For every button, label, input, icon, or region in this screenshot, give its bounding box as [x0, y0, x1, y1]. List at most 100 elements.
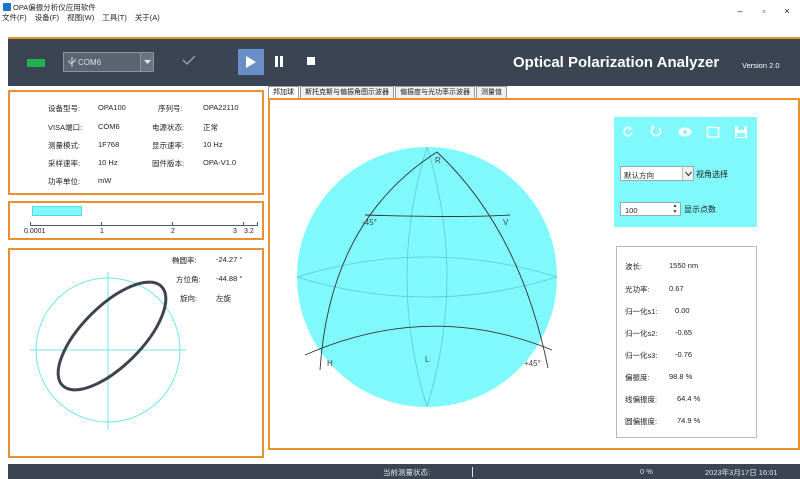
progress-percent: 0 %: [640, 467, 653, 476]
menu-bar: 文件(F) 设备(F) 视图(W) 工具(T) 关于(A): [2, 12, 160, 23]
ellipticity-label: 椭圆率:: [172, 256, 197, 265]
axis-tick-label: 0.0001: [24, 228, 46, 235]
measure-status-label: 当前测量状态:: [383, 468, 431, 477]
tab-poincare-sphere[interactable]: 邦加球: [268, 86, 299, 99]
equator-front: [296, 276, 558, 298]
check-icon[interactable]: [182, 53, 196, 67]
points-label: 显示点数: [684, 205, 716, 214]
result-label: 偏振度:: [625, 373, 650, 382]
trajectory-arc: [304, 325, 553, 356]
result-value: 98.8 %: [669, 372, 693, 381]
result-label: 归一化s3:: [625, 351, 658, 360]
info-label: 功率单位:: [48, 177, 81, 186]
equator-back: [296, 256, 558, 278]
menu-device[interactable]: 设备(F): [34, 13, 60, 22]
power-level-bar: [32, 206, 82, 216]
view-direction-label: 视角选择: [696, 170, 728, 179]
info-label: 采样速率:: [48, 159, 81, 168]
menu-about[interactable]: 关于(A): [134, 13, 160, 22]
polarization-ellipse: [56, 280, 168, 392]
info-label: 测量模式:: [48, 141, 81, 150]
port-value: COM6: [78, 58, 102, 67]
port-select[interactable]: COM6: [63, 52, 154, 72]
poincare-sphere[interactable]: R -45° V H L +45°: [270, 100, 798, 448]
eye-icon[interactable]: [678, 125, 692, 139]
info-value: 1F768: [98, 140, 120, 149]
info-value: COM6: [98, 122, 120, 131]
info-label: 设备型号:: [48, 104, 81, 113]
result-value: 0.67: [669, 284, 684, 293]
result-label: 归一化s2:: [625, 329, 658, 338]
sphere-label-upper-right: V: [503, 218, 509, 227]
play-button[interactable]: [238, 49, 264, 75]
points-spinbox[interactable]: 100 ▲ ▼: [620, 202, 681, 216]
menu-view[interactable]: 视图(W): [67, 13, 95, 22]
save-icon[interactable]: [734, 125, 748, 139]
axis-tick: [257, 222, 258, 226]
chevron-down-icon[interactable]: [682, 167, 693, 180]
view-direction-select[interactable]: 默认方向: [620, 166, 694, 181]
window-title: OPA偏振分析仪应用软件: [13, 3, 96, 12]
azimuth-value: -44.88 °: [216, 274, 243, 283]
points-value: 100: [625, 206, 638, 215]
sphere-label-upper-left: -45°: [362, 218, 377, 227]
axis-tick: [101, 222, 102, 226]
stop-button[interactable]: [307, 57, 315, 65]
ellipticity-value: -24.27 °: [216, 255, 243, 264]
status-bar: 当前测量状态: 0 % 2023年3月17日 16:01: [8, 464, 800, 479]
info-value: OPA22110: [203, 103, 239, 112]
power-range-panel: 0.0001 1 2 3 3.2: [8, 201, 264, 240]
info-label: 序列号:: [158, 104, 183, 113]
refresh-icon[interactable]: [621, 125, 635, 139]
power-axis: [30, 225, 258, 226]
tab-dop-power-scope[interactable]: 偏振度与光功率示波器: [395, 86, 475, 99]
handedness-label: 旋向:: [180, 294, 198, 303]
maximize-button[interactable]: ▫: [762, 6, 766, 16]
pause-button[interactable]: [274, 56, 284, 67]
status-datetime: 2023年3月17日 16:01: [705, 468, 778, 477]
info-value: 10 Hz: [98, 158, 118, 167]
status-divider: [472, 467, 473, 477]
result-label: 光功率:: [625, 285, 650, 294]
close-button[interactable]: ×: [784, 6, 790, 16]
result-value: -0.65: [675, 328, 693, 337]
chevron-down-icon[interactable]: [140, 53, 153, 71]
menu-tools[interactable]: 工具(T): [102, 13, 127, 22]
main-tab-area: 邦加球 斯托克斯与偏振角图示波器 偏振度与光功率示波器 测量值 R -45° V…: [265, 86, 800, 456]
folder-icon[interactable]: [706, 125, 720, 139]
info-value: 10 Hz: [203, 140, 223, 149]
sphere-label-lower-right: +45°: [524, 359, 541, 368]
connection-led: [27, 59, 45, 67]
spin-arrows-icon[interactable]: ▲ ▼: [672, 203, 678, 215]
rotate-icon[interactable]: [649, 125, 663, 139]
sphere-body: [297, 147, 557, 407]
info-label: 固件版本:: [152, 159, 185, 168]
menu-file[interactable]: 文件(F): [2, 13, 27, 22]
axis-tick-label: 3: [233, 228, 237, 235]
info-value: OPA-V1.0: [203, 158, 237, 167]
app-version: Version 2.0: [742, 61, 780, 70]
toolbar: COM6 Optical Polarization Analyzer Versi…: [8, 37, 800, 86]
tab-measurements[interactable]: 测量值: [476, 86, 507, 99]
meridian-left: [406, 146, 428, 408]
result-label: 波长:: [625, 262, 643, 271]
minimize-button[interactable]: –: [737, 6, 743, 16]
polarization-ellipse-panel: 椭圆率: -24.27 ° 方位角: -44.88 ° 旋向: 左旋: [8, 248, 264, 458]
sphere-label-lower-left: H: [327, 359, 333, 368]
trajectory-arc: [319, 151, 438, 371]
result-value: -0.76: [675, 350, 693, 359]
play-icon: [246, 56, 256, 68]
axis-tick: [30, 222, 31, 226]
info-label: 显示速率:: [152, 141, 185, 150]
result-value: 64.4 %: [677, 394, 701, 403]
axis-tick-label: 3.2: [244, 228, 254, 235]
result-value: 1550 nm: [669, 261, 699, 270]
device-info-panel: 设备型号: OPA100 序列号: OPA22110 VISA端口: COM6 …: [8, 90, 264, 195]
sphere-label-lower-mid: L: [425, 355, 430, 364]
tab-stokes-scope[interactable]: 斯托克斯与偏振角图示波器: [300, 86, 394, 99]
ellipse-plot: [30, 272, 186, 430]
poincare-sphere-view: R -45° V H L +45° 默认方向: [268, 98, 800, 450]
result-value: 0.00: [675, 306, 690, 315]
trajectory-arc: [436, 151, 549, 369]
result-label: 归一化s1:: [625, 307, 658, 316]
